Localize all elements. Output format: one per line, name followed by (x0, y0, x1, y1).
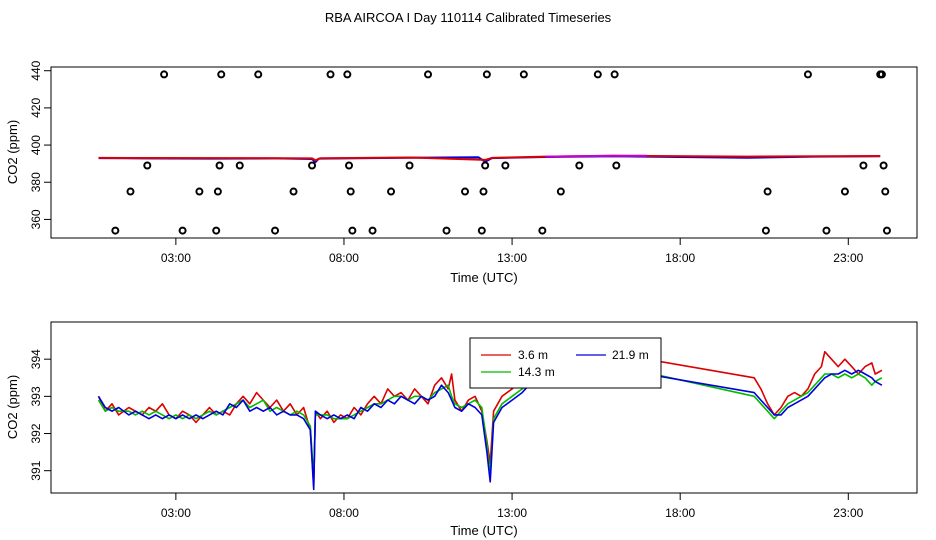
x-tick-label: 03:00 (161, 506, 191, 520)
y-tick-label: 400 (29, 135, 43, 155)
y-tick-label: 393 (29, 386, 43, 406)
flag-marker (612, 161, 621, 170)
top-x-ticks: 03:00 08:00 13:00 18:00 23:00 (161, 237, 864, 265)
flag-marker (368, 226, 377, 235)
flag-marker (308, 161, 317, 170)
flag-marker (405, 161, 414, 170)
flag-marker (387, 187, 396, 196)
series-line-magenta-trace (545, 154, 647, 158)
flag-marker (482, 70, 491, 79)
flag-marker (461, 187, 470, 196)
legend-label-21.9m: 21.9 m (612, 348, 649, 362)
flag-marker (195, 187, 204, 196)
flag-marker (217, 70, 226, 79)
top-flag-markers (111, 70, 891, 235)
top-x-axis-label: Time (UTC) (450, 270, 517, 285)
flag-marker (254, 70, 263, 79)
flag-marker (326, 70, 335, 79)
bottom-y-axis-label: CO2 (ppm) (5, 375, 20, 439)
flag-marker (424, 70, 433, 79)
x-tick-label: 13:00 (497, 506, 527, 520)
x-tick-label: 08:00 (329, 506, 359, 520)
legend: 3.6 m 21.9 m 14.3 m (469, 337, 662, 389)
flag-marker (881, 187, 890, 196)
x-tick-label: 03:00 (161, 251, 191, 265)
flag-marker (761, 226, 770, 235)
flag-marker (143, 161, 152, 170)
top-y-axis-label: CO2 (ppm) (5, 120, 20, 184)
flag-marker (859, 161, 868, 170)
flag-marker (519, 70, 528, 79)
flag-marker (763, 187, 772, 196)
legend-box (469, 337, 662, 389)
flag-marker (556, 187, 565, 196)
y-tick-label: 360 (29, 209, 43, 229)
flag-marker (501, 161, 510, 170)
x-tick-label: 18:00 (665, 251, 695, 265)
y-tick-label: 440 (29, 60, 43, 80)
series-line-21.9-m (97, 365, 883, 491)
y-tick-label: 391 (29, 460, 43, 480)
x-tick-label: 13:00 (497, 251, 527, 265)
x-tick-label: 18:00 (665, 506, 695, 520)
flag-marker (877, 70, 886, 79)
bottom-y-ticks: 391 392 393 394 (29, 349, 52, 481)
top-series (98, 154, 881, 164)
flag-marker (803, 70, 812, 79)
top-panel: 03:00 08:00 13:00 18:00 23:00 360 380 400 420 44… (5, 60, 918, 285)
x-tick-label: 23:00 (833, 251, 863, 265)
top-y-ticks: 360 380 400 420 440 (29, 60, 52, 229)
flag-marker (343, 70, 352, 79)
flag-marker (610, 70, 619, 79)
flag-marker (213, 187, 222, 196)
series-line-3.6-m (97, 339, 883, 487)
flag-marker (111, 226, 120, 235)
y-tick-label: 420 (29, 98, 43, 118)
flag-marker (593, 70, 602, 79)
flag-marker (575, 161, 584, 170)
flag-marker (477, 226, 486, 235)
flag-marker (126, 187, 135, 196)
y-tick-label: 394 (29, 349, 43, 369)
flag-marker (271, 226, 280, 235)
bottom-x-axis-label: Time (UTC) (450, 523, 517, 538)
bottom-x-ticks: 03:00 08:00 13:00 18:00 23:00 (161, 492, 864, 520)
flag-marker (212, 226, 221, 235)
flag-marker (346, 187, 355, 196)
flag-marker (822, 226, 831, 235)
series-line-14.3-m (97, 362, 883, 479)
flag-marker (442, 226, 451, 235)
flag-marker (879, 161, 888, 170)
flag-marker (345, 161, 354, 170)
figure-title: RBA AIRCOA I Day 110114 Calibrated Times… (325, 10, 612, 25)
flag-marker (481, 161, 490, 170)
flag-marker (538, 226, 547, 235)
top-plot-frame (50, 66, 918, 239)
flag-marker (479, 187, 488, 196)
x-tick-label: 08:00 (329, 251, 359, 265)
flag-marker (160, 70, 169, 79)
legend-label-14.3m: 14.3 m (518, 365, 555, 379)
x-tick-label: 23:00 (833, 506, 863, 520)
flag-marker (235, 161, 244, 170)
y-tick-label: 392 (29, 423, 43, 443)
flag-marker (178, 226, 187, 235)
flag-marker (348, 226, 357, 235)
legend-label-3.6m: 3.6 m (518, 348, 548, 362)
y-tick-label: 380 (29, 172, 43, 192)
flag-marker (840, 187, 849, 196)
bottom-panel: 03:00 08:00 13:00 18:00 23:00 391 392 393 394 3… (5, 321, 918, 538)
bottom-series (97, 339, 883, 491)
flag-marker (289, 187, 298, 196)
flag-marker (215, 161, 224, 170)
flag-marker (882, 226, 891, 235)
